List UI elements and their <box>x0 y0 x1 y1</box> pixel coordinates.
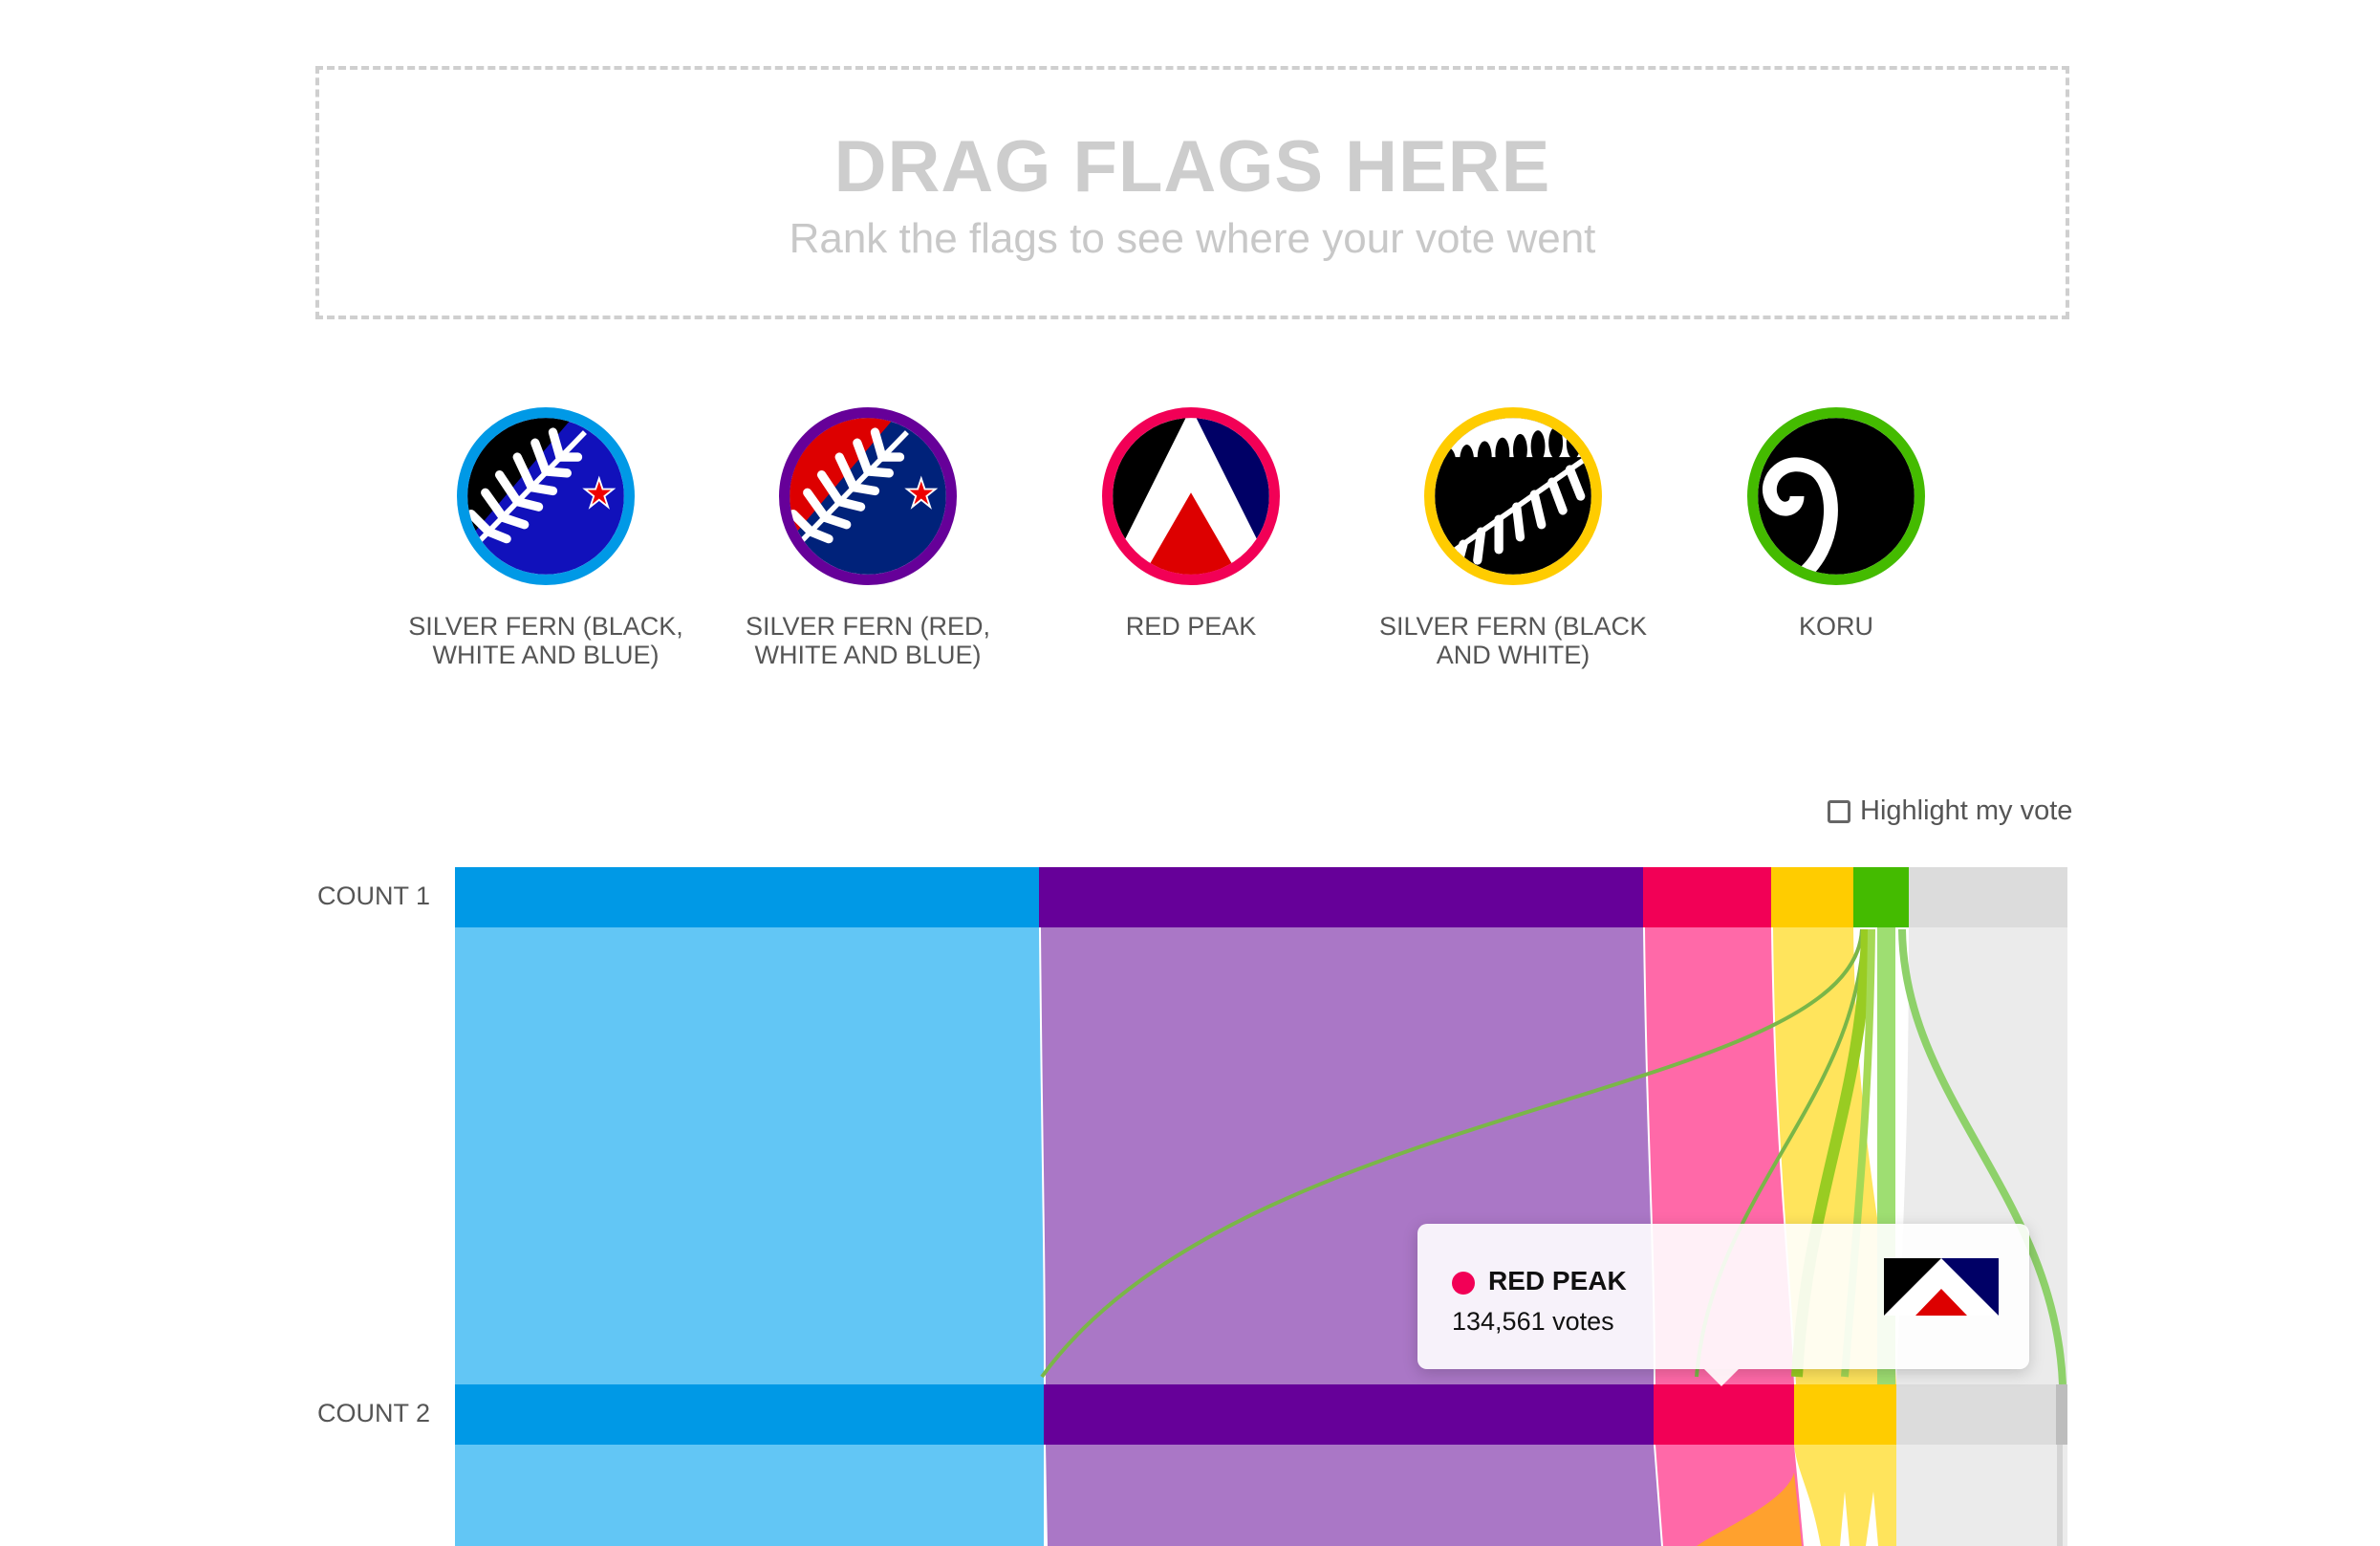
count2-red-peak[interactable] <box>1654 1384 1794 1445</box>
silver-fern-black-white-blue-flag-icon <box>457 407 635 585</box>
highlight-my-vote-label: Highlight my vote <box>1860 795 2073 826</box>
red-peak-flag-icon <box>1102 407 1280 585</box>
flag-koru[interactable]: KORU <box>1674 407 1999 641</box>
count-1-bar <box>455 867 2067 927</box>
koru-flag-icon <box>1747 407 1925 585</box>
flow-blue-2 <box>455 1445 1044 1546</box>
count2-silver-fern-bwb[interactable] <box>455 1384 1044 1445</box>
count1-silver-fern-bwb[interactable] <box>455 867 1039 927</box>
silver-fern-black-white-flag-icon <box>1424 407 1602 585</box>
tooltip-votes: 134,561 votes <box>1452 1307 1614 1336</box>
count-1-label: COUNT 1 <box>316 882 430 910</box>
count1-koru[interactable] <box>1853 867 1909 927</box>
flag-label: SILVER FERN (RED, WHITE AND BLUE) <box>745 612 991 669</box>
tooltip-flag-name: RED PEAK <box>1488 1266 1627 1296</box>
checkbox-icon[interactable] <box>1828 799 1850 823</box>
flow-yellow-2 <box>1794 1445 1896 1546</box>
count2-other[interactable] <box>1896 1384 2056 1445</box>
flag-red-peak[interactable]: RED PEAK <box>1028 407 1353 641</box>
flow-blue <box>455 927 1044 1384</box>
flag-silver-fern-red-white-blue[interactable]: SILVER FERN (RED, WHITE AND BLUE) <box>705 407 1030 669</box>
flow-grey-2 <box>1896 1445 2067 1546</box>
red-peak-flag-icon <box>1884 1258 1999 1316</box>
silver-fern-red-white-blue-flag-icon <box>779 407 957 585</box>
highlight-my-vote-checkbox[interactable]: Highlight my vote <box>1828 795 2072 827</box>
flag-silver-fern-black-white-blue[interactable]: SILVER FERN (BLACK, WHITE AND BLUE) <box>383 407 708 669</box>
flag-silver-fern-black-white[interactable]: SILVER FERN (BLACK AND WHITE) <box>1351 407 1676 669</box>
count1-silver-fern-bw[interactable] <box>1771 867 1853 927</box>
flag-drop-zone[interactable]: DRAG FLAGS HERE Rank the flags to see wh… <box>315 66 2069 319</box>
flow-purple-2 <box>1046 1445 1661 1546</box>
count2-silver-fern-rwb[interactable] <box>1044 1384 1654 1445</box>
drop-zone-subtitle: Rank the flags to see where your vote we… <box>789 215 1596 262</box>
count1-other[interactable] <box>1909 867 2067 927</box>
flow-green-to-purple <box>1040 928 1864 1379</box>
count-2-bar <box>455 1384 2067 1445</box>
flag-label: RED PEAK <box>1125 612 1257 641</box>
count2-silver-fern-bw[interactable] <box>1794 1384 1896 1445</box>
count2-exhausted[interactable] <box>2056 1384 2067 1445</box>
flag-label: SILVER FERN (BLACK, WHITE AND BLUE) <box>408 612 683 669</box>
flow-green-to-grey <box>1898 928 2066 1385</box>
tooltip-color-dot <box>1452 1272 1475 1295</box>
count1-red-peak[interactable] <box>1643 867 1771 927</box>
flag-label: KORU <box>1798 612 1873 641</box>
count1-silver-fern-rwb[interactable] <box>1039 867 1643 927</box>
flow-grey-line <box>2057 1445 2063 1546</box>
count-2-label: COUNT 2 <box>316 1399 430 1427</box>
flag-label: SILVER FERN (BLACK AND WHITE) <box>1378 612 1648 669</box>
drop-zone-title: DRAG FLAGS HERE <box>833 126 1551 207</box>
flow-orange <box>1697 1472 1802 1546</box>
tooltip: RED PEAK 134,561 votes <box>1417 1224 2029 1386</box>
